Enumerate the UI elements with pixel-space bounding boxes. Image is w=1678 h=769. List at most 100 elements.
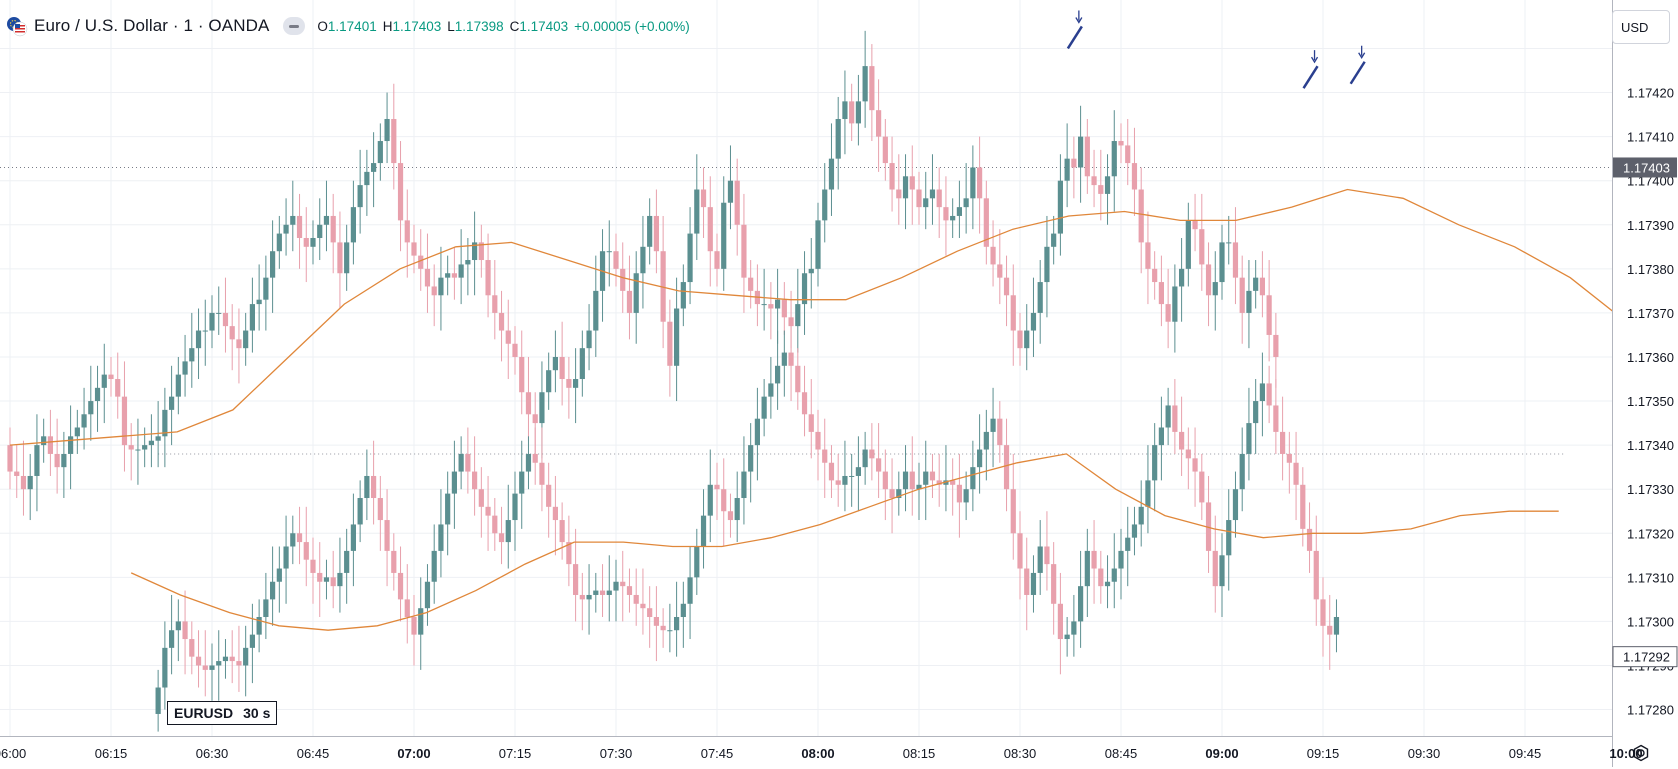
candle-body bbox=[566, 379, 572, 388]
candle-body bbox=[1273, 334, 1279, 357]
candle-body bbox=[1010, 295, 1016, 331]
candle-body bbox=[397, 572, 404, 600]
candle-body bbox=[81, 414, 87, 428]
candle-body bbox=[815, 431, 821, 450]
currency-selector-button[interactable]: USD bbox=[1612, 10, 1670, 44]
timer-interval: 30 s bbox=[243, 705, 271, 721]
candle bbox=[478, 467, 484, 538]
candle bbox=[270, 546, 276, 626]
candle-body bbox=[1266, 383, 1272, 406]
candle bbox=[330, 193, 336, 274]
candle-body bbox=[559, 520, 565, 543]
candle-body bbox=[169, 396, 175, 410]
candle-body bbox=[795, 365, 801, 393]
candle-body bbox=[384, 118, 390, 142]
candle-body bbox=[1320, 599, 1326, 626]
candle-body bbox=[1078, 136, 1084, 168]
candle bbox=[81, 387, 87, 450]
candle bbox=[1246, 387, 1252, 481]
candle-body bbox=[741, 471, 747, 499]
candle-body bbox=[249, 634, 255, 648]
candle bbox=[249, 603, 255, 684]
candle-body bbox=[337, 242, 343, 274]
candle-body bbox=[1084, 550, 1090, 587]
candle bbox=[1145, 211, 1151, 305]
candle bbox=[296, 193, 303, 269]
candle-body bbox=[377, 141, 383, 164]
candle-body bbox=[775, 299, 781, 309]
candle-body bbox=[674, 308, 680, 366]
candle-body bbox=[781, 299, 787, 318]
candle bbox=[337, 211, 343, 309]
candle-body bbox=[653, 617, 659, 626]
candle bbox=[344, 528, 350, 604]
candles-upper-series bbox=[7, 30, 1279, 521]
candle-body bbox=[1084, 136, 1090, 177]
candle bbox=[997, 229, 1003, 305]
candle-body bbox=[135, 449, 141, 451]
time-axis[interactable]: 06:00 06:15 06:30 06:45 07:00 07:15 07:30 07:45… bbox=[0, 736, 1643, 767]
candle-body bbox=[909, 176, 915, 190]
candle-body bbox=[404, 599, 410, 618]
candle bbox=[34, 414, 40, 512]
candle bbox=[1152, 251, 1158, 300]
candle-body bbox=[397, 163, 404, 221]
candle bbox=[929, 453, 936, 499]
candle bbox=[94, 365, 101, 432]
candle bbox=[963, 471, 969, 521]
candle bbox=[680, 581, 686, 648]
candle-body bbox=[323, 215, 330, 225]
candle bbox=[1205, 475, 1212, 573]
candle bbox=[189, 621, 195, 675]
candle bbox=[808, 237, 814, 309]
candle bbox=[492, 260, 498, 340]
candle bbox=[411, 224, 417, 274]
candle bbox=[902, 154, 909, 230]
candle-body bbox=[1199, 229, 1205, 265]
candle bbox=[169, 365, 175, 446]
candle-body bbox=[1253, 277, 1259, 291]
candle bbox=[424, 564, 431, 626]
candle bbox=[721, 458, 727, 547]
candle bbox=[1064, 617, 1070, 657]
candle bbox=[148, 414, 154, 468]
candle-body bbox=[1003, 277, 1010, 296]
candle bbox=[950, 458, 956, 516]
candle-body bbox=[1185, 220, 1191, 269]
candle bbox=[512, 326, 518, 375]
candle bbox=[990, 387, 996, 468]
candle bbox=[438, 489, 444, 578]
current-price-label: 1.17403 bbox=[1623, 160, 1670, 175]
candle-body bbox=[1179, 431, 1185, 450]
price-axis[interactable]: 1.174201.174101.174001.173901.173801.173… bbox=[1612, 0, 1678, 767]
candle-body bbox=[707, 484, 713, 516]
candle bbox=[1111, 110, 1117, 212]
candle bbox=[1057, 154, 1063, 256]
hide-legend-button[interactable] bbox=[283, 17, 306, 35]
candle-body bbox=[330, 577, 336, 587]
candle bbox=[1051, 542, 1057, 635]
candle bbox=[1118, 123, 1124, 164]
candle bbox=[640, 215, 646, 309]
candle bbox=[573, 348, 579, 424]
candle bbox=[653, 586, 659, 662]
candle-body bbox=[990, 418, 996, 432]
candle bbox=[714, 462, 720, 521]
candle-body bbox=[1104, 581, 1111, 587]
candle bbox=[1266, 260, 1272, 362]
candle bbox=[229, 304, 235, 371]
chart-settings-button[interactable] bbox=[1630, 742, 1652, 764]
candle-body bbox=[714, 484, 720, 490]
candle-body bbox=[1057, 603, 1063, 640]
candle-body bbox=[317, 572, 323, 582]
candle-body bbox=[1192, 220, 1198, 230]
candle-body bbox=[1165, 304, 1171, 322]
symbol-title[interactable]: Euro / U.S. Dollar · 1 · OANDA bbox=[34, 16, 270, 35]
candle-body bbox=[498, 533, 505, 543]
candle bbox=[1300, 467, 1306, 547]
open-key: O bbox=[317, 18, 328, 34]
candle bbox=[323, 559, 330, 600]
secondary-price-label: 1.17292 bbox=[1623, 650, 1670, 665]
candle-body bbox=[862, 449, 868, 468]
